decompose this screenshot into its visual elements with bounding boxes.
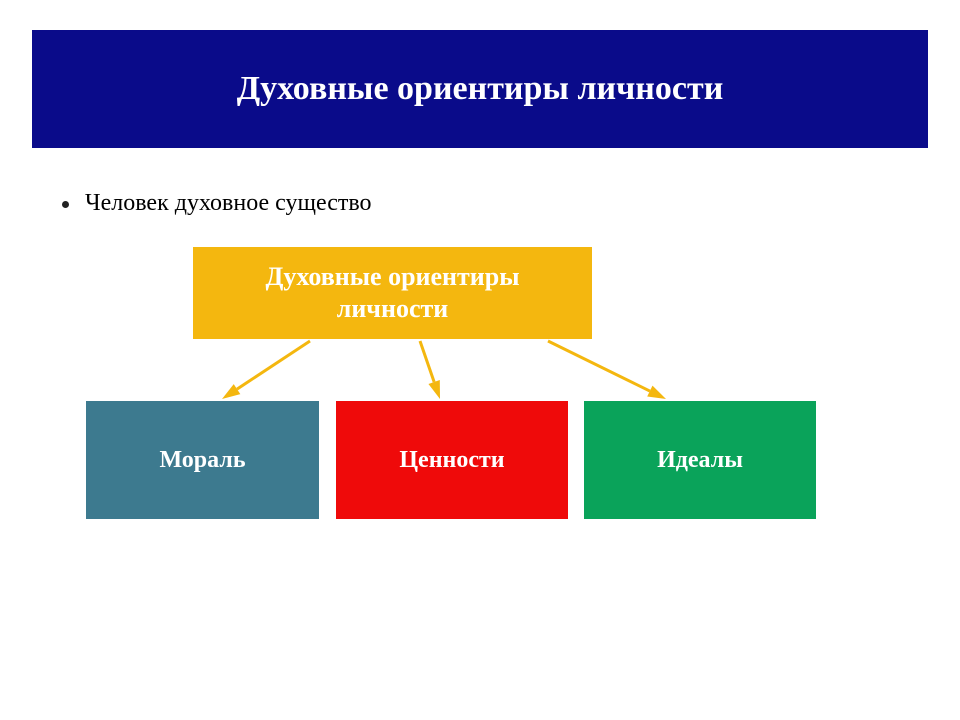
child-node: Ценности xyxy=(336,401,568,519)
arrow-head-icon xyxy=(428,380,440,399)
bullet-text: Человек духовное существо xyxy=(85,190,372,217)
root-node: Духовные ориентиры личности xyxy=(193,247,592,339)
arrow-head-icon xyxy=(647,386,666,399)
child-node-label: Мораль xyxy=(159,447,245,474)
arrow-line xyxy=(548,341,650,391)
root-node-line1: Духовные ориентиры xyxy=(265,261,519,294)
root-node-line2: личности xyxy=(265,293,519,326)
slide-title: Духовные ориентиры личности xyxy=(237,70,724,108)
child-node-label: Идеалы xyxy=(657,447,743,474)
arrow-head-icon xyxy=(222,384,240,399)
slide: Духовные ориентиры личности Человек духо… xyxy=(0,0,960,720)
bullet-dot-icon xyxy=(62,201,69,208)
arrow-line xyxy=(420,341,434,382)
title-bar: Духовные ориентиры личности xyxy=(32,30,928,148)
child-node: Идеалы xyxy=(584,401,816,519)
child-node-label: Ценности xyxy=(399,447,504,474)
bullet-item: Человек духовное существо xyxy=(62,190,372,217)
arrow-line xyxy=(237,341,310,389)
child-node: Мораль xyxy=(86,401,319,519)
